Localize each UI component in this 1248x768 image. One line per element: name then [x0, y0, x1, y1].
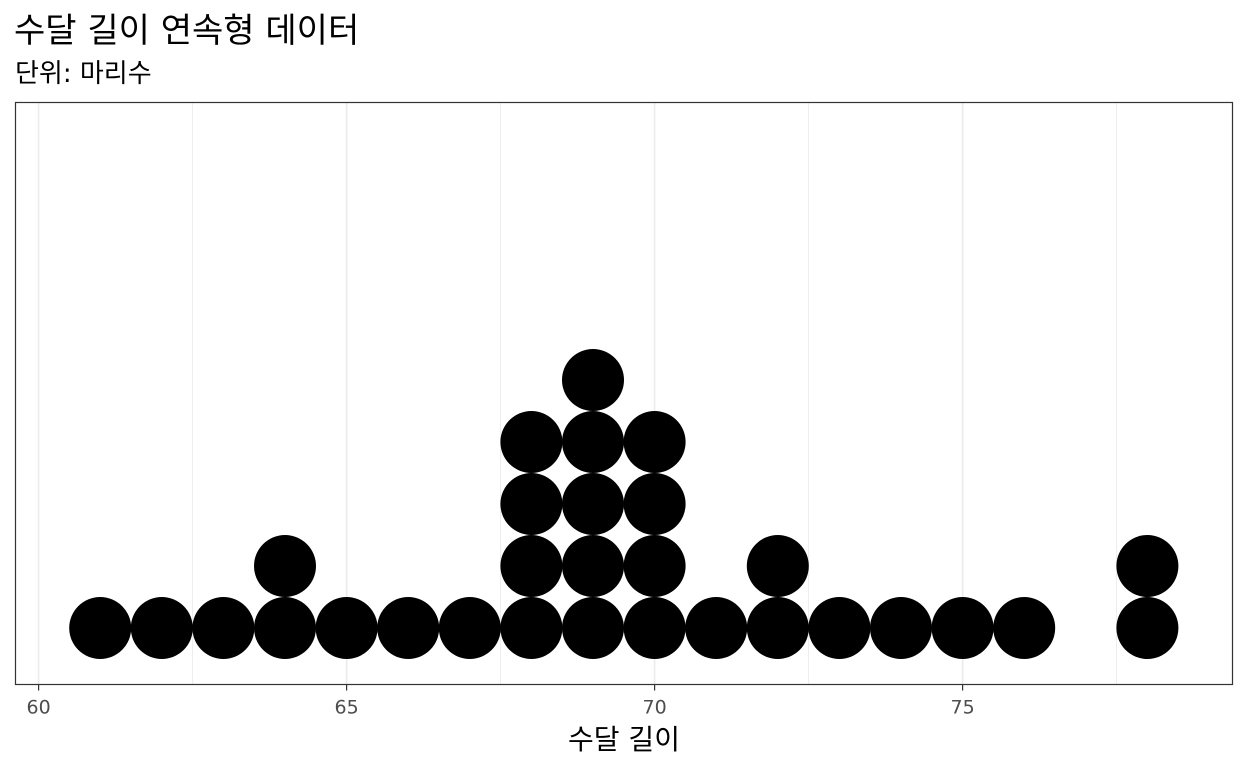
data-dot: [439, 597, 501, 659]
data-dot: [316, 597, 378, 659]
data-dot: [500, 535, 562, 597]
x-tick-label: 70: [643, 697, 667, 719]
data-dot: [685, 597, 747, 659]
data-dot: [624, 411, 686, 473]
data-dot: [500, 411, 562, 473]
plot-panel-background: [16, 103, 1233, 685]
data-dot: [1116, 535, 1178, 597]
data-dot: [562, 411, 624, 473]
data-dot: [747, 535, 809, 597]
data-dot: [500, 597, 562, 659]
data-dot: [562, 349, 624, 411]
data-dot: [1116, 597, 1178, 659]
chart-title: 수달 길이 연속형 데이터: [14, 11, 359, 51]
data-dot: [808, 597, 870, 659]
x-tick-label: 75: [951, 697, 975, 719]
x-axis-label: 수달 길이: [568, 723, 680, 756]
data-dot: [254, 597, 316, 659]
data-dot: [562, 473, 624, 535]
chart-subtitle: 단위: 마리수: [15, 59, 152, 89]
data-dot: [624, 473, 686, 535]
data-dot: [993, 597, 1055, 659]
data-dot: [624, 535, 686, 597]
data-dot: [747, 597, 809, 659]
data-dot: [377, 597, 439, 659]
x-tick-label: 60: [27, 697, 51, 719]
data-dot: [562, 535, 624, 597]
data-dot: [562, 597, 624, 659]
data-dot: [254, 535, 316, 597]
data-dot: [192, 597, 254, 659]
data-dot: [131, 597, 193, 659]
x-tick-label: 65: [335, 697, 359, 719]
data-dot: [932, 597, 994, 659]
data-dot: [69, 597, 131, 659]
x-axis: 60 65 70 75: [27, 685, 975, 719]
data-dot: [870, 597, 932, 659]
data-dot: [500, 473, 562, 535]
data-dot: [624, 597, 686, 659]
